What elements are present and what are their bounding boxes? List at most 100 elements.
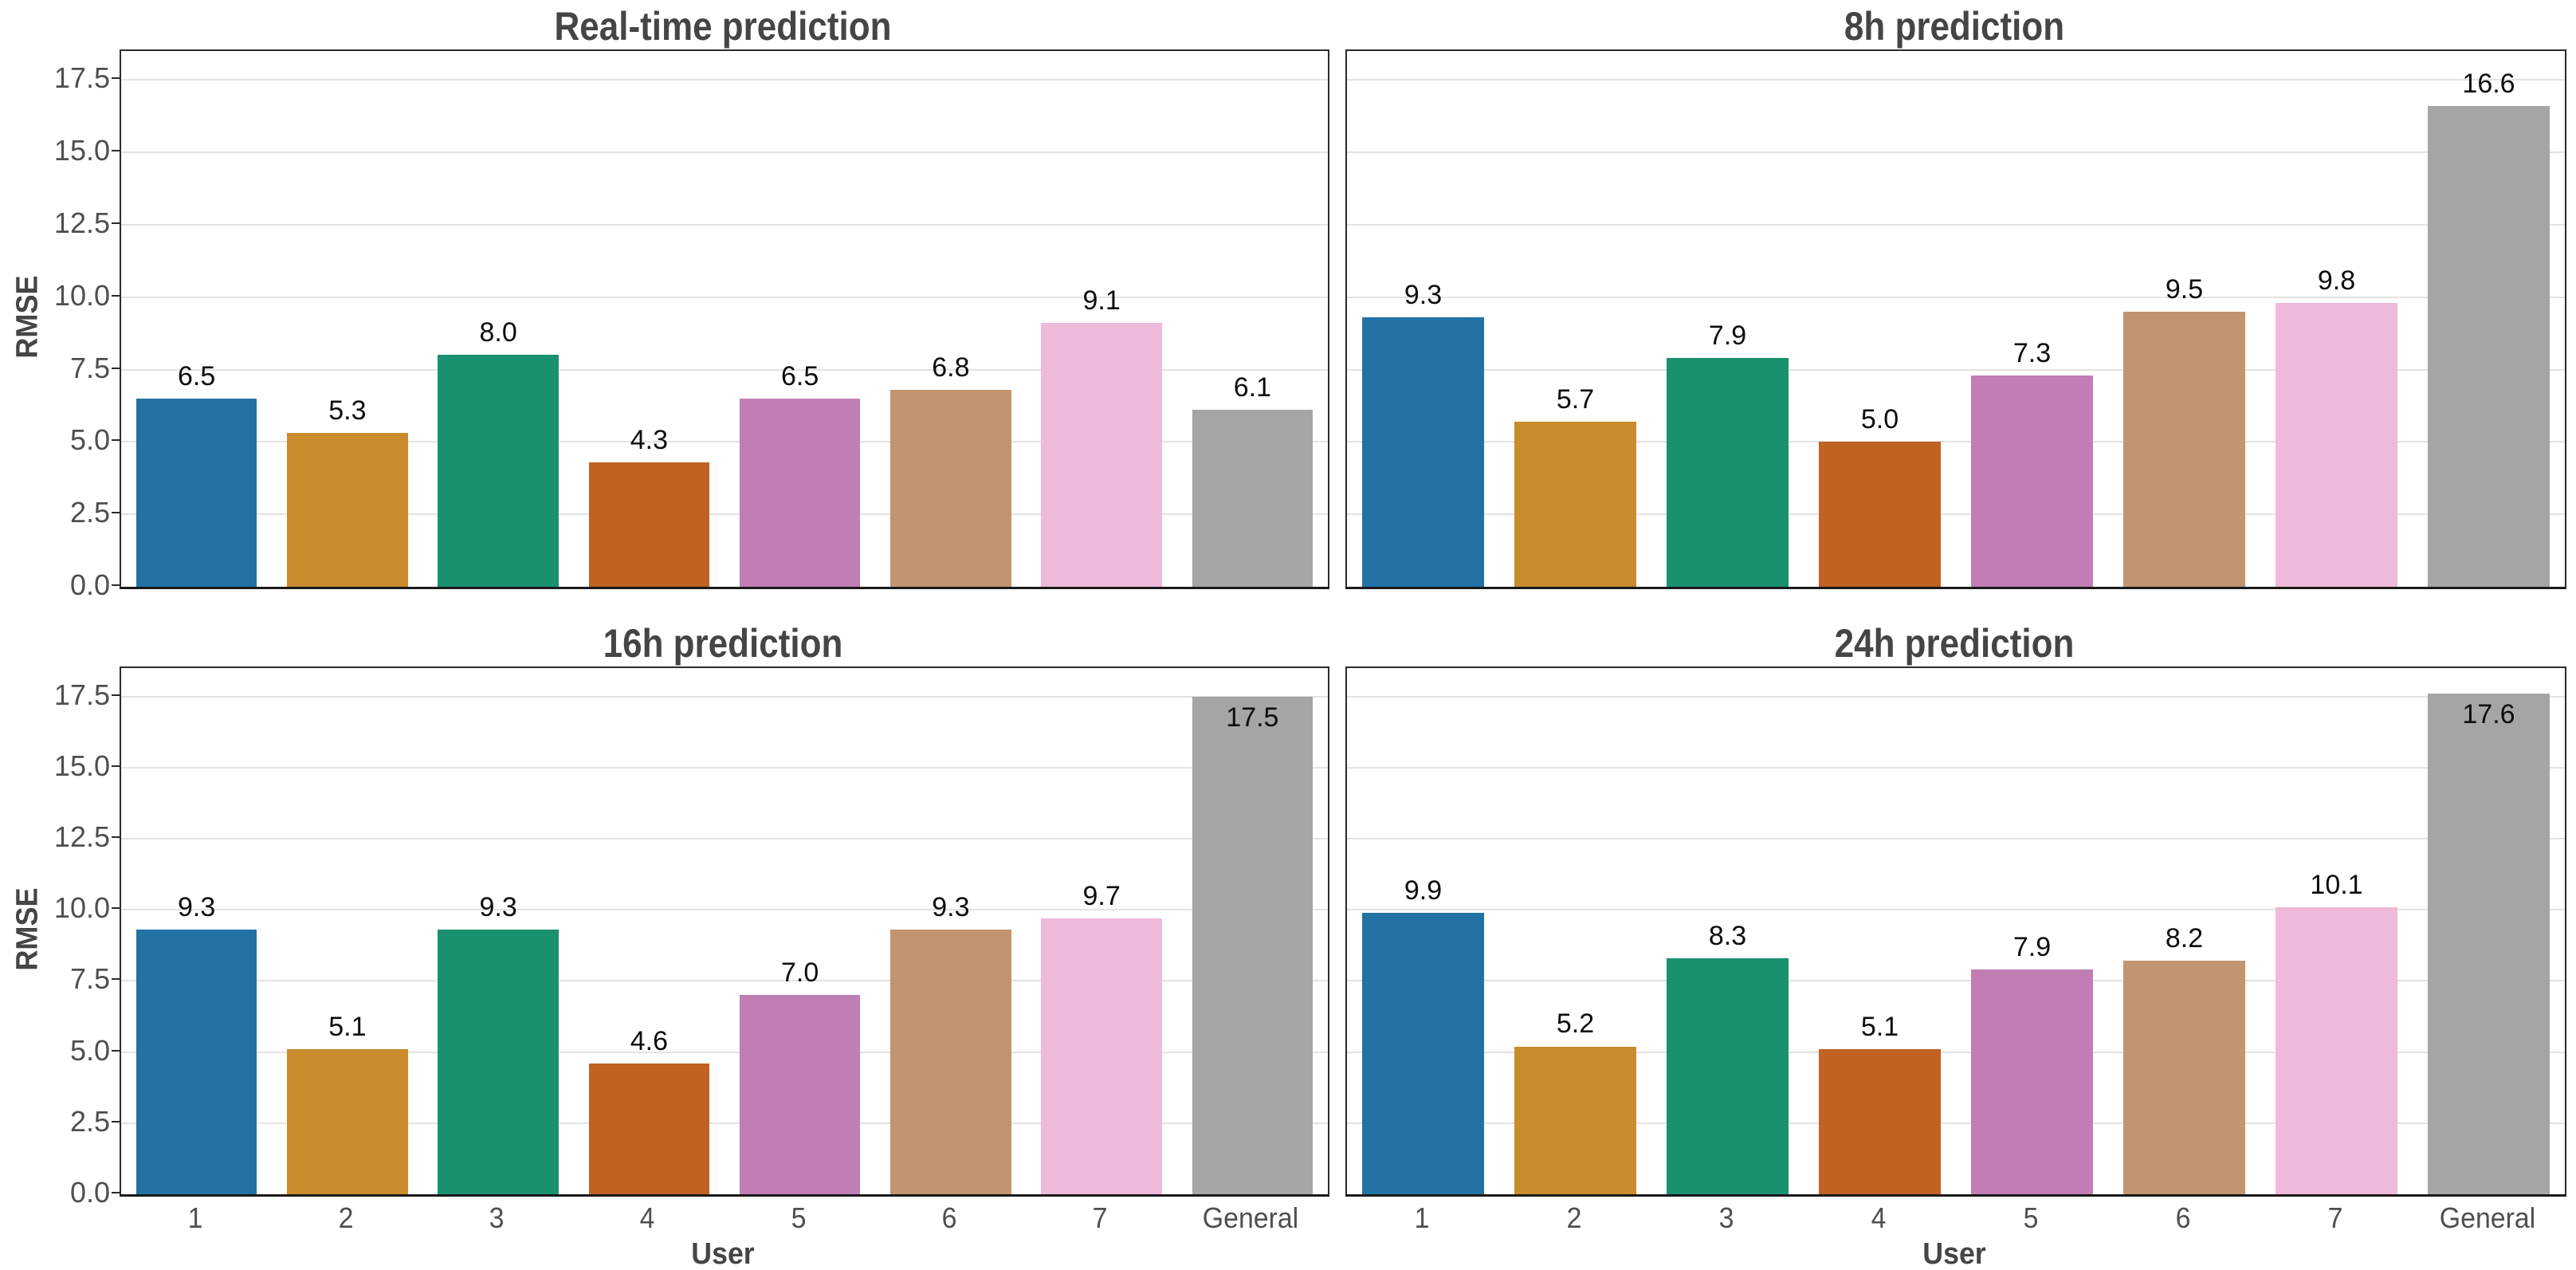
y-tick-mark	[112, 294, 120, 297]
bar-user-general	[1192, 410, 1314, 587]
bar-user-4	[588, 462, 710, 587]
chart-title: Real-time prediction	[554, 4, 892, 49]
gridline	[121, 441, 1328, 443]
y-tick-label: 10.0	[53, 278, 110, 312]
y-tick-mark	[112, 584, 120, 586]
gridline	[1347, 695, 2565, 698]
bar-user-1	[135, 930, 257, 1194]
gridline	[1347, 79, 2565, 81]
bar-value-label: 5.1	[328, 1012, 367, 1043]
x-tick-label: General	[1203, 1201, 1299, 1234]
y-tick-label: 12.5	[53, 206, 110, 239]
bar-user-2	[287, 433, 408, 587]
gridline	[121, 79, 1328, 81]
gridline	[1347, 1051, 2565, 1053]
y-tick-label: 0.0	[69, 568, 110, 601]
x-tick-label: 3	[1718, 1201, 1734, 1234]
bar-value-label: 8.2	[2165, 923, 2204, 954]
bar-value-label: 4.3	[630, 424, 668, 455]
y-axis-label: RMSE	[10, 887, 45, 971]
bar-user-3	[1667, 957, 1789, 1194]
bar-value-label: 17.6	[2462, 699, 2515, 730]
bar-value-label: 9.3	[932, 892, 970, 923]
bar-user-5	[739, 995, 861, 1194]
bar-user-6	[890, 390, 1011, 587]
y-tick-label: 2.5	[69, 496, 110, 529]
gridline	[1347, 151, 2565, 154]
y-tick-label: 5.0	[69, 1033, 110, 1067]
bar-user-3	[1667, 358, 1789, 587]
bar-user-4	[588, 1063, 710, 1194]
chart-title: 16h prediction	[603, 621, 843, 666]
plot-area: 9.9 5.2 8.3 5.1 7.9 8.2 10.1 17.6	[1345, 666, 2566, 1197]
bar-user-7	[2276, 906, 2397, 1194]
y-tick-label: 15.0	[53, 134, 110, 167]
bar-value-label: 6.5	[177, 360, 216, 391]
bar-user-3	[438, 930, 559, 1194]
bar-user-5	[1971, 375, 2093, 587]
gridline	[121, 695, 1328, 698]
y-tick-mark	[112, 1120, 120, 1123]
y-tick-label: 5.0	[69, 423, 110, 457]
bar-value-label: 7.9	[1708, 320, 1747, 352]
bar-user-4	[1819, 1049, 1941, 1194]
bar-user-general	[1192, 696, 1314, 1194]
bar-value-label: 5.7	[1556, 383, 1595, 415]
bar-user-5	[1971, 969, 2093, 1194]
gridline	[1347, 838, 2565, 840]
y-tick-mark	[112, 1049, 120, 1052]
chart-title: 24h prediction	[1834, 621, 2075, 666]
y-tick-label: 15.0	[53, 749, 110, 782]
gridline	[1347, 909, 2565, 911]
x-tick-label: 6	[2175, 1201, 2190, 1234]
bar-value-label: 4.6	[630, 1025, 668, 1056]
bar-value-label: 17.5	[1226, 702, 1279, 733]
bar-value-label: 9.8	[2317, 265, 2356, 297]
bar-value-label: 10.1	[2310, 869, 2363, 900]
y-axis-label: RMSE	[10, 275, 45, 359]
plot-area: 6.5 5.3 8.0 4.3 6.5 6.8 9.1 6.1	[120, 49, 1329, 589]
bar-value-label: 7.9	[2012, 932, 2052, 963]
bar-user-7	[1041, 323, 1162, 587]
x-tick-label: 1	[1414, 1201, 1429, 1234]
x-tick-label: 2	[1566, 1201, 1581, 1234]
bar-value-label: 9.7	[1082, 880, 1121, 911]
y-tick-mark	[112, 512, 120, 514]
bar-value-label: 5.1	[1860, 1012, 1899, 1043]
bar-value-label: 6.5	[780, 360, 819, 391]
bar-value-label: 8.3	[1708, 920, 1747, 951]
bar-value-label: 7.3	[2012, 337, 2052, 368]
y-tick-mark	[112, 439, 120, 442]
bar-user-2	[1514, 421, 1636, 587]
y-tick-label: 7.5	[69, 351, 110, 384]
bar-user-2	[287, 1049, 408, 1194]
bar-value-label: 16.6	[2462, 69, 2515, 100]
y-tick-mark	[112, 907, 120, 910]
gridline	[121, 909, 1328, 911]
bar-value-label: 5.2	[1556, 1009, 1595, 1040]
y-tick-label: 0.0	[69, 1176, 110, 1209]
gridline	[1347, 513, 2565, 516]
bar-value-label: 9.3	[1404, 280, 1443, 311]
plot-area: 9.3 5.7 7.9 5.0 7.3 9.5 9.8 16.6	[1345, 49, 2566, 589]
bar-value-label: 5.0	[1860, 404, 1899, 435]
x-tick-label: 5	[2023, 1201, 2038, 1234]
bar-value-label: 7.0	[780, 957, 819, 989]
gridline	[121, 151, 1328, 154]
x-tick-label: 5	[791, 1201, 807, 1234]
bar-user-1	[135, 398, 257, 587]
y-tick-label: 2.5	[69, 1104, 110, 1138]
bar-value-label: 6.8	[932, 352, 970, 383]
bar-value-label: 9.3	[479, 892, 517, 923]
y-tick-mark	[112, 694, 120, 696]
bar-user-1	[1362, 317, 1484, 587]
gridline	[121, 296, 1328, 298]
gridline	[121, 766, 1328, 769]
x-tick-label: 3	[489, 1201, 505, 1234]
bar-user-general	[2428, 106, 2550, 587]
bar-value-label: 9.5	[2165, 273, 2204, 305]
x-tick-label: 4	[1871, 1201, 1886, 1234]
x-tick-label: 1	[187, 1201, 203, 1234]
gridline	[121, 1122, 1328, 1124]
